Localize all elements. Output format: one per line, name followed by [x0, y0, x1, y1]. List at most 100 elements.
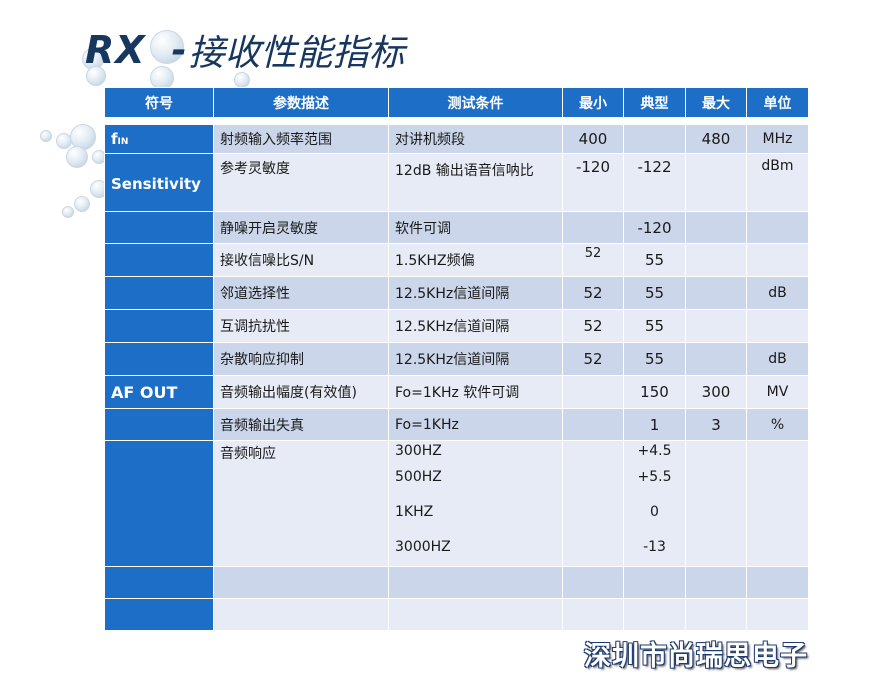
- cell-param: 互调抗扰性: [213, 309, 389, 343]
- cell-condition: Fo=1KHz: [388, 408, 563, 441]
- cell-param: 接收信噪比S/N: [213, 243, 389, 277]
- table-row: 接收信噪比S/N 1.5KHZ频偏 52 55: [104, 243, 809, 277]
- page-title: RX - 接收性能指标: [85, 20, 405, 80]
- cell-typ: 55: [623, 276, 686, 310]
- cell-typ: 150: [623, 375, 686, 409]
- cell-param: [213, 566, 389, 599]
- company-footer: 深圳市尚瑞思电子: [584, 641, 808, 672]
- cell-min: [562, 408, 624, 441]
- cell-condition: [388, 566, 563, 599]
- cell-condition: 12dB 输出语音信呐比: [388, 153, 563, 212]
- cell-condition-list: 300HZ 500HZ 1KHZ 3000HZ: [388, 440, 563, 567]
- cell-param: 音频响应: [213, 440, 389, 567]
- cell-max: [685, 153, 747, 212]
- cell-max: [685, 276, 747, 310]
- cell-typ: 55: [623, 309, 686, 343]
- cell-typ: 55: [623, 342, 686, 376]
- cell-typ: [623, 566, 686, 599]
- cell-condition: 12.5KHz信道间隔: [388, 342, 563, 376]
- cell-typ: -122: [623, 153, 686, 212]
- cell-param: [213, 598, 389, 631]
- cell-min: 52: [562, 309, 624, 343]
- cell-param: 音频输出失真: [213, 408, 389, 441]
- cell-unit: [746, 440, 809, 567]
- cell-typ: [623, 124, 686, 154]
- decor-bubble: [74, 196, 90, 212]
- cell-symbol: AF OUT: [104, 375, 214, 409]
- cell-unit: %: [746, 408, 809, 441]
- cell-max: 3: [685, 408, 747, 441]
- cell-min: [562, 440, 624, 567]
- cell-typ: 1: [623, 408, 686, 441]
- cell-condition: 1.5KHZ频偏: [388, 243, 563, 277]
- cell-unit: dB: [746, 342, 809, 376]
- table-row: Sensitivity 参考灵敏度 12dB 输出语音信呐比 -120 -122…: [104, 153, 809, 212]
- cell-condition: 12.5KHz信道间隔: [388, 276, 563, 310]
- cell-unit: [746, 243, 809, 277]
- cell-unit: [746, 566, 809, 599]
- cell-min: [562, 566, 624, 599]
- cell-symbol: [104, 440, 214, 567]
- cell-condition: 12.5KHz信道间隔: [388, 309, 563, 343]
- header-unit: 单位: [746, 87, 809, 118]
- table-row: 音频响应 300HZ 500HZ 1KHZ 3000HZ +4.5 +5.5 0…: [104, 440, 809, 567]
- table-row: fIN 射频输入频率范围 对讲机频段 400 480 MHz: [104, 124, 809, 154]
- decor-bubble: [150, 30, 184, 64]
- header-condition: 测试条件: [388, 87, 563, 118]
- cell-max: 480: [685, 124, 747, 154]
- cell-unit: [746, 211, 809, 244]
- cell-min: -120: [562, 153, 624, 212]
- cell-max: [685, 243, 747, 277]
- cell-max: [685, 598, 747, 631]
- symbol-f: f: [111, 130, 118, 148]
- decor-bubble: [40, 130, 52, 142]
- table-row: 互调抗扰性 12.5KHz信道间隔 52 55: [104, 309, 809, 343]
- table-row: 杂散响应抑制 12.5KHz信道间隔 52 55 dB: [104, 342, 809, 376]
- cell-max: [685, 566, 747, 599]
- cell-condition: 软件可调: [388, 211, 563, 244]
- cell-unit: [746, 309, 809, 343]
- typ-300hz: +4.5: [637, 443, 672, 459]
- typ-1khz: 0: [650, 504, 659, 520]
- cell-param: 音频输出幅度(有效值): [213, 375, 389, 409]
- decor-bubble: [62, 206, 74, 218]
- cell-symbol: [104, 598, 214, 631]
- table-row: [104, 566, 809, 599]
- cell-condition: 对讲机频段: [388, 124, 563, 154]
- title-rx: RX: [85, 28, 146, 72]
- cell-min: 400: [562, 124, 624, 154]
- typ-3000hz: -13: [643, 539, 666, 555]
- decor-bubble: [86, 66, 106, 86]
- cell-symbol: [104, 566, 214, 599]
- cell-max: 300: [685, 375, 747, 409]
- table-row: AF OUT 音频输出幅度(有效值) Fo=1KHz 软件可调 150 300 …: [104, 375, 809, 409]
- header-min: 最小: [562, 87, 624, 118]
- condition-3000hz: 3000HZ: [395, 539, 451, 555]
- typ-500hz: +5.5: [637, 469, 672, 485]
- cell-unit: dB: [746, 276, 809, 310]
- cell-max: [685, 342, 747, 376]
- cell-symbol: [104, 342, 214, 376]
- cell-typ: -120: [623, 211, 686, 244]
- cell-min: 52: [562, 342, 624, 376]
- cell-min: [562, 598, 624, 631]
- cell-param: 射频输入频率范围: [213, 124, 389, 154]
- header-max: 最大: [685, 87, 747, 118]
- table-row: 邻道选择性 12.5KHz信道间隔 52 55 dB: [104, 276, 809, 310]
- header-param: 参数描述: [213, 87, 389, 118]
- cell-condition: [388, 598, 563, 631]
- cell-typ: [623, 598, 686, 631]
- condition-300hz: 300HZ: [395, 443, 442, 459]
- table-row: [104, 598, 809, 631]
- cell-unit: MHz: [746, 124, 809, 154]
- symbol-sub: IN: [117, 137, 129, 147]
- cell-symbol: [104, 243, 214, 277]
- cell-param: 静噪开启灵敏度: [213, 211, 389, 244]
- cell-symbol: Sensitivity: [104, 153, 214, 212]
- cell-param: 邻道选择性: [213, 276, 389, 310]
- cell-unit: [746, 598, 809, 631]
- cell-min: [562, 211, 624, 244]
- cell-max: [685, 309, 747, 343]
- cell-symbol: [104, 211, 214, 244]
- cell-max: [685, 440, 747, 567]
